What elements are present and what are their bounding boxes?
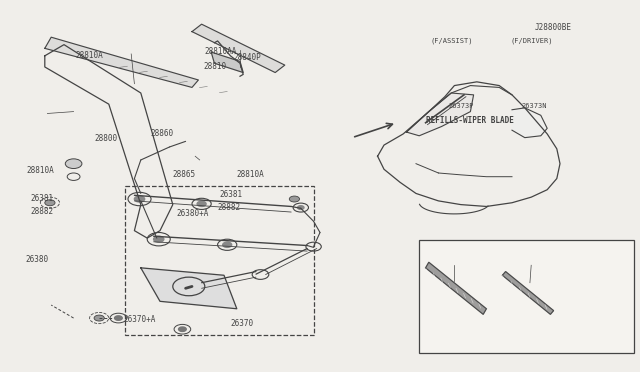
Polygon shape	[512, 108, 547, 138]
Text: 28860: 28860	[150, 129, 173, 138]
Text: (F/ASSIST): (F/ASSIST)	[430, 38, 472, 44]
Text: 26370: 26370	[230, 318, 253, 327]
Circle shape	[223, 242, 232, 247]
Polygon shape	[141, 268, 237, 309]
Polygon shape	[406, 93, 474, 136]
Text: 26381: 26381	[31, 194, 54, 203]
Text: 28882: 28882	[218, 203, 241, 212]
Text: 28810A: 28810A	[27, 166, 54, 175]
Text: 26380: 26380	[26, 255, 49, 264]
Circle shape	[197, 201, 206, 206]
Circle shape	[134, 196, 145, 202]
Circle shape	[298, 206, 304, 209]
Circle shape	[179, 327, 186, 331]
Polygon shape	[211, 52, 243, 73]
Text: 28810A: 28810A	[237, 170, 264, 179]
Text: 26381: 26381	[220, 190, 243, 199]
Polygon shape	[419, 240, 634, 353]
Text: (F/DRIVER): (F/DRIVER)	[511, 38, 553, 44]
Text: 28810AA: 28810AA	[205, 47, 237, 56]
Text: REFILLS-WIPER BLADE: REFILLS-WIPER BLADE	[426, 116, 513, 125]
Text: 28810A: 28810A	[76, 51, 103, 60]
Polygon shape	[192, 24, 285, 73]
Circle shape	[115, 316, 122, 320]
Circle shape	[154, 236, 164, 242]
Text: 26370+A: 26370+A	[124, 315, 156, 324]
Text: 26373P: 26373P	[448, 103, 474, 109]
Polygon shape	[45, 37, 198, 87]
Text: 28810: 28810	[204, 62, 227, 71]
Text: 28882: 28882	[31, 207, 54, 216]
Polygon shape	[426, 262, 486, 314]
Circle shape	[289, 196, 300, 202]
Circle shape	[45, 200, 55, 206]
Text: 28865: 28865	[173, 170, 196, 179]
Polygon shape	[502, 272, 554, 314]
Circle shape	[65, 159, 82, 169]
Text: 26380+A: 26380+A	[176, 209, 209, 218]
Text: J28800BE: J28800BE	[534, 23, 572, 32]
Circle shape	[94, 315, 104, 321]
Text: 28800: 28800	[95, 134, 118, 143]
Text: 26373N: 26373N	[522, 103, 547, 109]
Text: 28840P: 28840P	[234, 52, 261, 61]
